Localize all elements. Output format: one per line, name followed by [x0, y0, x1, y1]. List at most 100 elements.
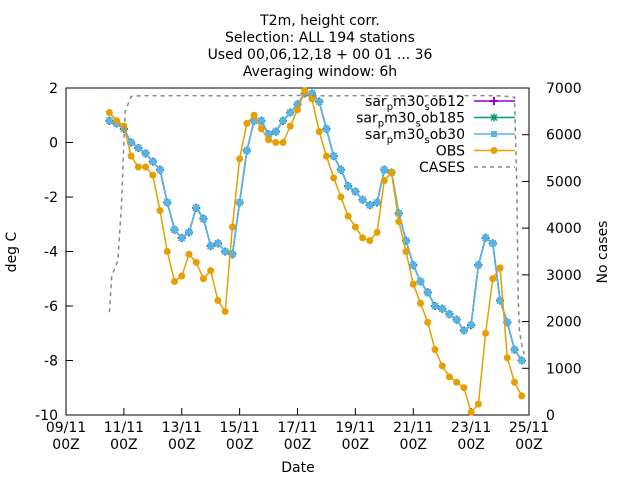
x-tick-day: 17/11	[277, 420, 317, 436]
data-point	[164, 199, 171, 206]
data-point	[366, 237, 374, 245]
data-point	[251, 117, 258, 124]
data-point	[402, 248, 410, 255]
y2-tick-label: 5000	[546, 174, 582, 190]
data-point	[344, 212, 352, 220]
legend-label-part: ob12	[430, 94, 465, 110]
data-point	[366, 202, 373, 209]
data-point	[156, 207, 164, 215]
data-point	[315, 128, 323, 136]
data-point	[439, 305, 446, 312]
x-tick-day: 23/11	[451, 420, 491, 436]
data-point	[128, 139, 135, 146]
data-point	[113, 117, 121, 125]
data-point	[178, 234, 185, 241]
data-point	[359, 196, 366, 203]
data-point	[149, 171, 157, 179]
data-point	[489, 275, 497, 283]
data-point	[504, 319, 511, 326]
legend-label-subscript: s	[416, 119, 421, 130]
data-point	[403, 237, 410, 244]
data-point	[221, 307, 229, 315]
data-point	[286, 122, 294, 130]
legend-entry: sarpm30sob30	[365, 127, 515, 146]
data-point	[323, 125, 330, 132]
data-point	[236, 199, 243, 206]
data-point	[228, 223, 236, 231]
data-point	[330, 174, 338, 182]
x-tick-day: 19/11	[335, 420, 375, 436]
legend-label-subscript: s	[425, 135, 430, 146]
series-line	[109, 92, 523, 361]
data-point	[193, 204, 200, 211]
data-point	[185, 250, 193, 258]
title-line-3: Used 00,06,12,18 + 00 01 ... 36	[208, 47, 433, 63]
data-point	[178, 272, 186, 280]
legend-label-part: ob30	[430, 127, 465, 143]
x-tick-hour: 00Z	[457, 437, 484, 453]
data-point	[460, 384, 468, 392]
x-tick-hour: 00Z	[52, 437, 79, 453]
legend-label-part: sar	[356, 111, 378, 127]
data-point	[482, 329, 490, 337]
title-line-4: Averaging window: 6h	[243, 64, 397, 80]
data-point	[511, 346, 518, 353]
y-axis-label: deg C	[4, 231, 20, 272]
data-point	[250, 111, 258, 119]
data-point	[279, 139, 287, 146]
x-tick-hour: 00Z	[226, 437, 253, 453]
data-point	[308, 95, 316, 103]
data-point	[207, 243, 214, 250]
data-point	[445, 373, 453, 381]
data-point	[518, 392, 526, 400]
data-point	[431, 346, 439, 354]
data-point	[489, 240, 496, 247]
x-tick-hour: 00Z	[342, 437, 369, 453]
legend-label: sarpm30sob12	[365, 94, 465, 113]
data-point	[243, 119, 251, 127]
data-point	[308, 90, 315, 97]
data-point	[453, 378, 461, 386]
y2-tick-label: 7000	[546, 81, 582, 97]
series-obs	[105, 87, 526, 416]
data-point	[438, 362, 446, 370]
data-point	[330, 153, 337, 160]
legend-label-subscript: s	[425, 102, 430, 113]
data-point	[106, 117, 113, 124]
data-point	[134, 163, 142, 171]
data-point	[496, 264, 504, 272]
data-point	[467, 408, 475, 416]
legend-entry: CASES	[419, 160, 515, 176]
data-point	[511, 378, 519, 386]
series-line	[108, 89, 523, 414]
title-line-2: Selection: ALL 194 stations	[225, 30, 415, 46]
data-point	[345, 183, 352, 190]
axis-ticks: -10 -8 -6 -4 -2 0 2 0 1000 2000 3000 4000 5000 6000 70…	[35, 81, 582, 453]
legend-label-part: m30	[393, 127, 424, 143]
legend-label-part: m30	[384, 111, 415, 127]
x-tick-day: 11/11	[104, 420, 144, 436]
data-point	[468, 322, 475, 329]
data-point	[482, 234, 489, 241]
data-point	[265, 131, 272, 138]
data-point	[409, 280, 417, 288]
x-axis-label: Date	[281, 460, 314, 476]
data-point	[149, 158, 156, 165]
data-point	[171, 277, 179, 285]
x-tick-day: 09/11	[46, 420, 86, 436]
data-point	[142, 163, 150, 171]
legend-entry: sarpm30sob185	[356, 111, 515, 130]
legend-label-subscript: p	[387, 102, 393, 113]
data-point	[475, 262, 482, 269]
legend-sample-marker	[490, 97, 498, 105]
series-sar-pm30-sob30	[106, 90, 525, 364]
legend-entry: OBS	[436, 144, 515, 160]
data-point	[185, 229, 192, 236]
data-point	[431, 303, 438, 309]
data-point	[265, 136, 273, 144]
legend-label-part: m30	[393, 94, 424, 110]
data-point	[301, 87, 309, 95]
y2-tick-label: 6000	[546, 128, 582, 144]
data-point	[222, 248, 229, 255]
legend-entry: sarpm30sob12	[365, 94, 515, 113]
